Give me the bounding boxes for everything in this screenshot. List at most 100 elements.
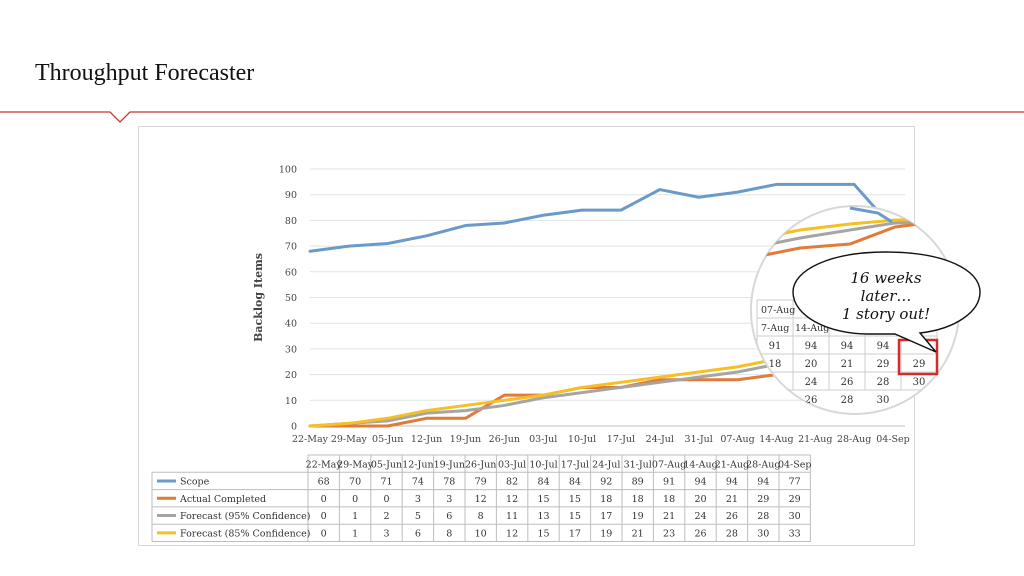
table-cell: 17 xyxy=(569,529,581,540)
table-header-cell: 22-May xyxy=(306,459,343,470)
header-rule xyxy=(0,111,1024,123)
table-cell: 94 xyxy=(757,477,769,488)
table-cell: 1 xyxy=(352,529,358,540)
table-header-cell: 17-Jul xyxy=(561,459,589,470)
x-tick-label: 24-Jul xyxy=(646,434,674,445)
zoom-table-cell: 33 xyxy=(913,395,926,406)
table-cell: 89 xyxy=(632,477,644,488)
x-tick-label: 10-Jul xyxy=(568,434,596,445)
table-cell: 70 xyxy=(349,477,361,488)
y-tick-label: 90 xyxy=(285,190,297,201)
table-cell: 21 xyxy=(726,494,738,505)
y-axis-label: Backlog Items xyxy=(252,253,265,342)
table-cell: 2 xyxy=(383,511,389,522)
x-tick-label: 07-Aug xyxy=(720,434,754,445)
zoom-series-line xyxy=(751,220,936,260)
table-cell: 6 xyxy=(446,511,452,522)
table-cell: 20 xyxy=(694,494,706,505)
y-tick-label: 20 xyxy=(285,370,297,381)
table-cell: 24 xyxy=(694,511,706,522)
table-cell: 28 xyxy=(757,511,769,522)
zoom-series-line xyxy=(751,220,936,250)
table-cell: 92 xyxy=(600,477,612,488)
table-cell: 30 xyxy=(789,511,801,522)
legend-label: Forecast (85% Confidence) xyxy=(180,529,310,540)
scope-line-end xyxy=(849,206,893,224)
table-header-cell: 24-Jul xyxy=(592,459,620,470)
y-tick-label: 30 xyxy=(285,344,297,355)
table-cell: 30 xyxy=(757,529,769,540)
table-cell: 0 xyxy=(321,511,327,522)
table-cell: 15 xyxy=(537,494,549,505)
table-cell: 15 xyxy=(569,511,581,522)
x-tick-label: 22-May xyxy=(292,434,329,445)
zoom-table-cell: 21 xyxy=(841,359,854,370)
table-cell: 23 xyxy=(663,529,675,540)
table-cell: 12 xyxy=(475,494,487,505)
table-header-cell: 10-Jul xyxy=(529,459,557,470)
zoom-header-cell: 14-Aug xyxy=(795,323,829,334)
table-cell: 94 xyxy=(694,477,706,488)
legend-label: Actual Completed xyxy=(179,494,266,505)
zoom-header-cell: 07-Aug xyxy=(761,305,795,316)
x-tick-label: 05-Jun xyxy=(372,434,403,445)
y-tick-label: 80 xyxy=(285,216,297,227)
table-header-cell: 31-Jul xyxy=(624,459,652,470)
table-cell: 18 xyxy=(663,494,675,505)
table-cell: 82 xyxy=(506,477,518,488)
table-header-cell: 12-Jun xyxy=(402,459,433,470)
table-cell: 19 xyxy=(632,511,644,522)
x-tick-label: 29-May xyxy=(331,434,368,445)
zoom-table-cell: 94 xyxy=(841,341,854,352)
table-header-cell: 03-Jul xyxy=(498,459,526,470)
table-cell: 79 xyxy=(475,477,487,488)
table-cell: 21 xyxy=(632,529,644,540)
x-tick-label: 28-Aug xyxy=(837,434,871,445)
x-tick-label: 12-Jun xyxy=(411,434,442,445)
legend-label: Forecast (95% Confidence) xyxy=(180,511,310,522)
table-cell: 0 xyxy=(383,494,389,505)
table-header-cell: 21-Aug xyxy=(715,459,749,470)
table-cell: 29 xyxy=(789,494,801,505)
callout-text-line: 1 story out! xyxy=(842,305,930,323)
table-cell: 0 xyxy=(321,494,327,505)
y-tick-label: 70 xyxy=(285,242,297,253)
table-header-cell: 28-Aug xyxy=(746,459,780,470)
table-cell: 8 xyxy=(478,511,484,522)
table-header-cell: 04-Sep xyxy=(778,459,812,470)
y-tick-label: 0 xyxy=(291,422,297,433)
zoom-table-cell: 29 xyxy=(877,359,890,370)
table-cell: 13 xyxy=(537,511,549,522)
table-cell: 33 xyxy=(789,529,801,540)
zoom-table-cell: 94 xyxy=(805,341,818,352)
y-tick-label: 10 xyxy=(285,396,297,407)
zoom-table-cell: 29 xyxy=(913,359,926,370)
zoom-table-cell: 26 xyxy=(841,377,854,388)
table-cell: 0 xyxy=(352,494,358,505)
table-cell: 15 xyxy=(537,529,549,540)
speech-bubble xyxy=(792,251,981,353)
x-tick-label: 04-Sep xyxy=(876,434,910,445)
zoom-table-cell: 18 xyxy=(769,359,782,370)
table-cell: 6 xyxy=(415,529,421,540)
table-cell: 3 xyxy=(383,529,389,540)
table-cell: 3 xyxy=(446,494,452,505)
zoom-table-cell: 94 xyxy=(877,341,890,352)
table-cell: 11 xyxy=(506,511,518,522)
table-cell: 15 xyxy=(569,494,581,505)
table-cell: 18 xyxy=(600,494,612,505)
table-cell: 19 xyxy=(600,529,612,540)
table-header-cell: 29-May xyxy=(337,459,374,470)
table-cell: 78 xyxy=(443,477,455,488)
slide-title: Throughput Forecaster xyxy=(35,60,255,86)
table-cell: 12 xyxy=(506,494,518,505)
table-header-cell: 19-Jun xyxy=(434,459,465,470)
table-cell: 5 xyxy=(415,511,421,522)
series-line-scope xyxy=(308,182,895,253)
table-cell: 84 xyxy=(537,477,549,488)
zoom-table-cell: 28 xyxy=(877,377,890,388)
legend-label: Scope xyxy=(180,477,210,488)
y-tick-label: 40 xyxy=(285,319,297,330)
table-cell: 8 xyxy=(446,529,452,540)
table-cell: 26 xyxy=(694,529,706,540)
